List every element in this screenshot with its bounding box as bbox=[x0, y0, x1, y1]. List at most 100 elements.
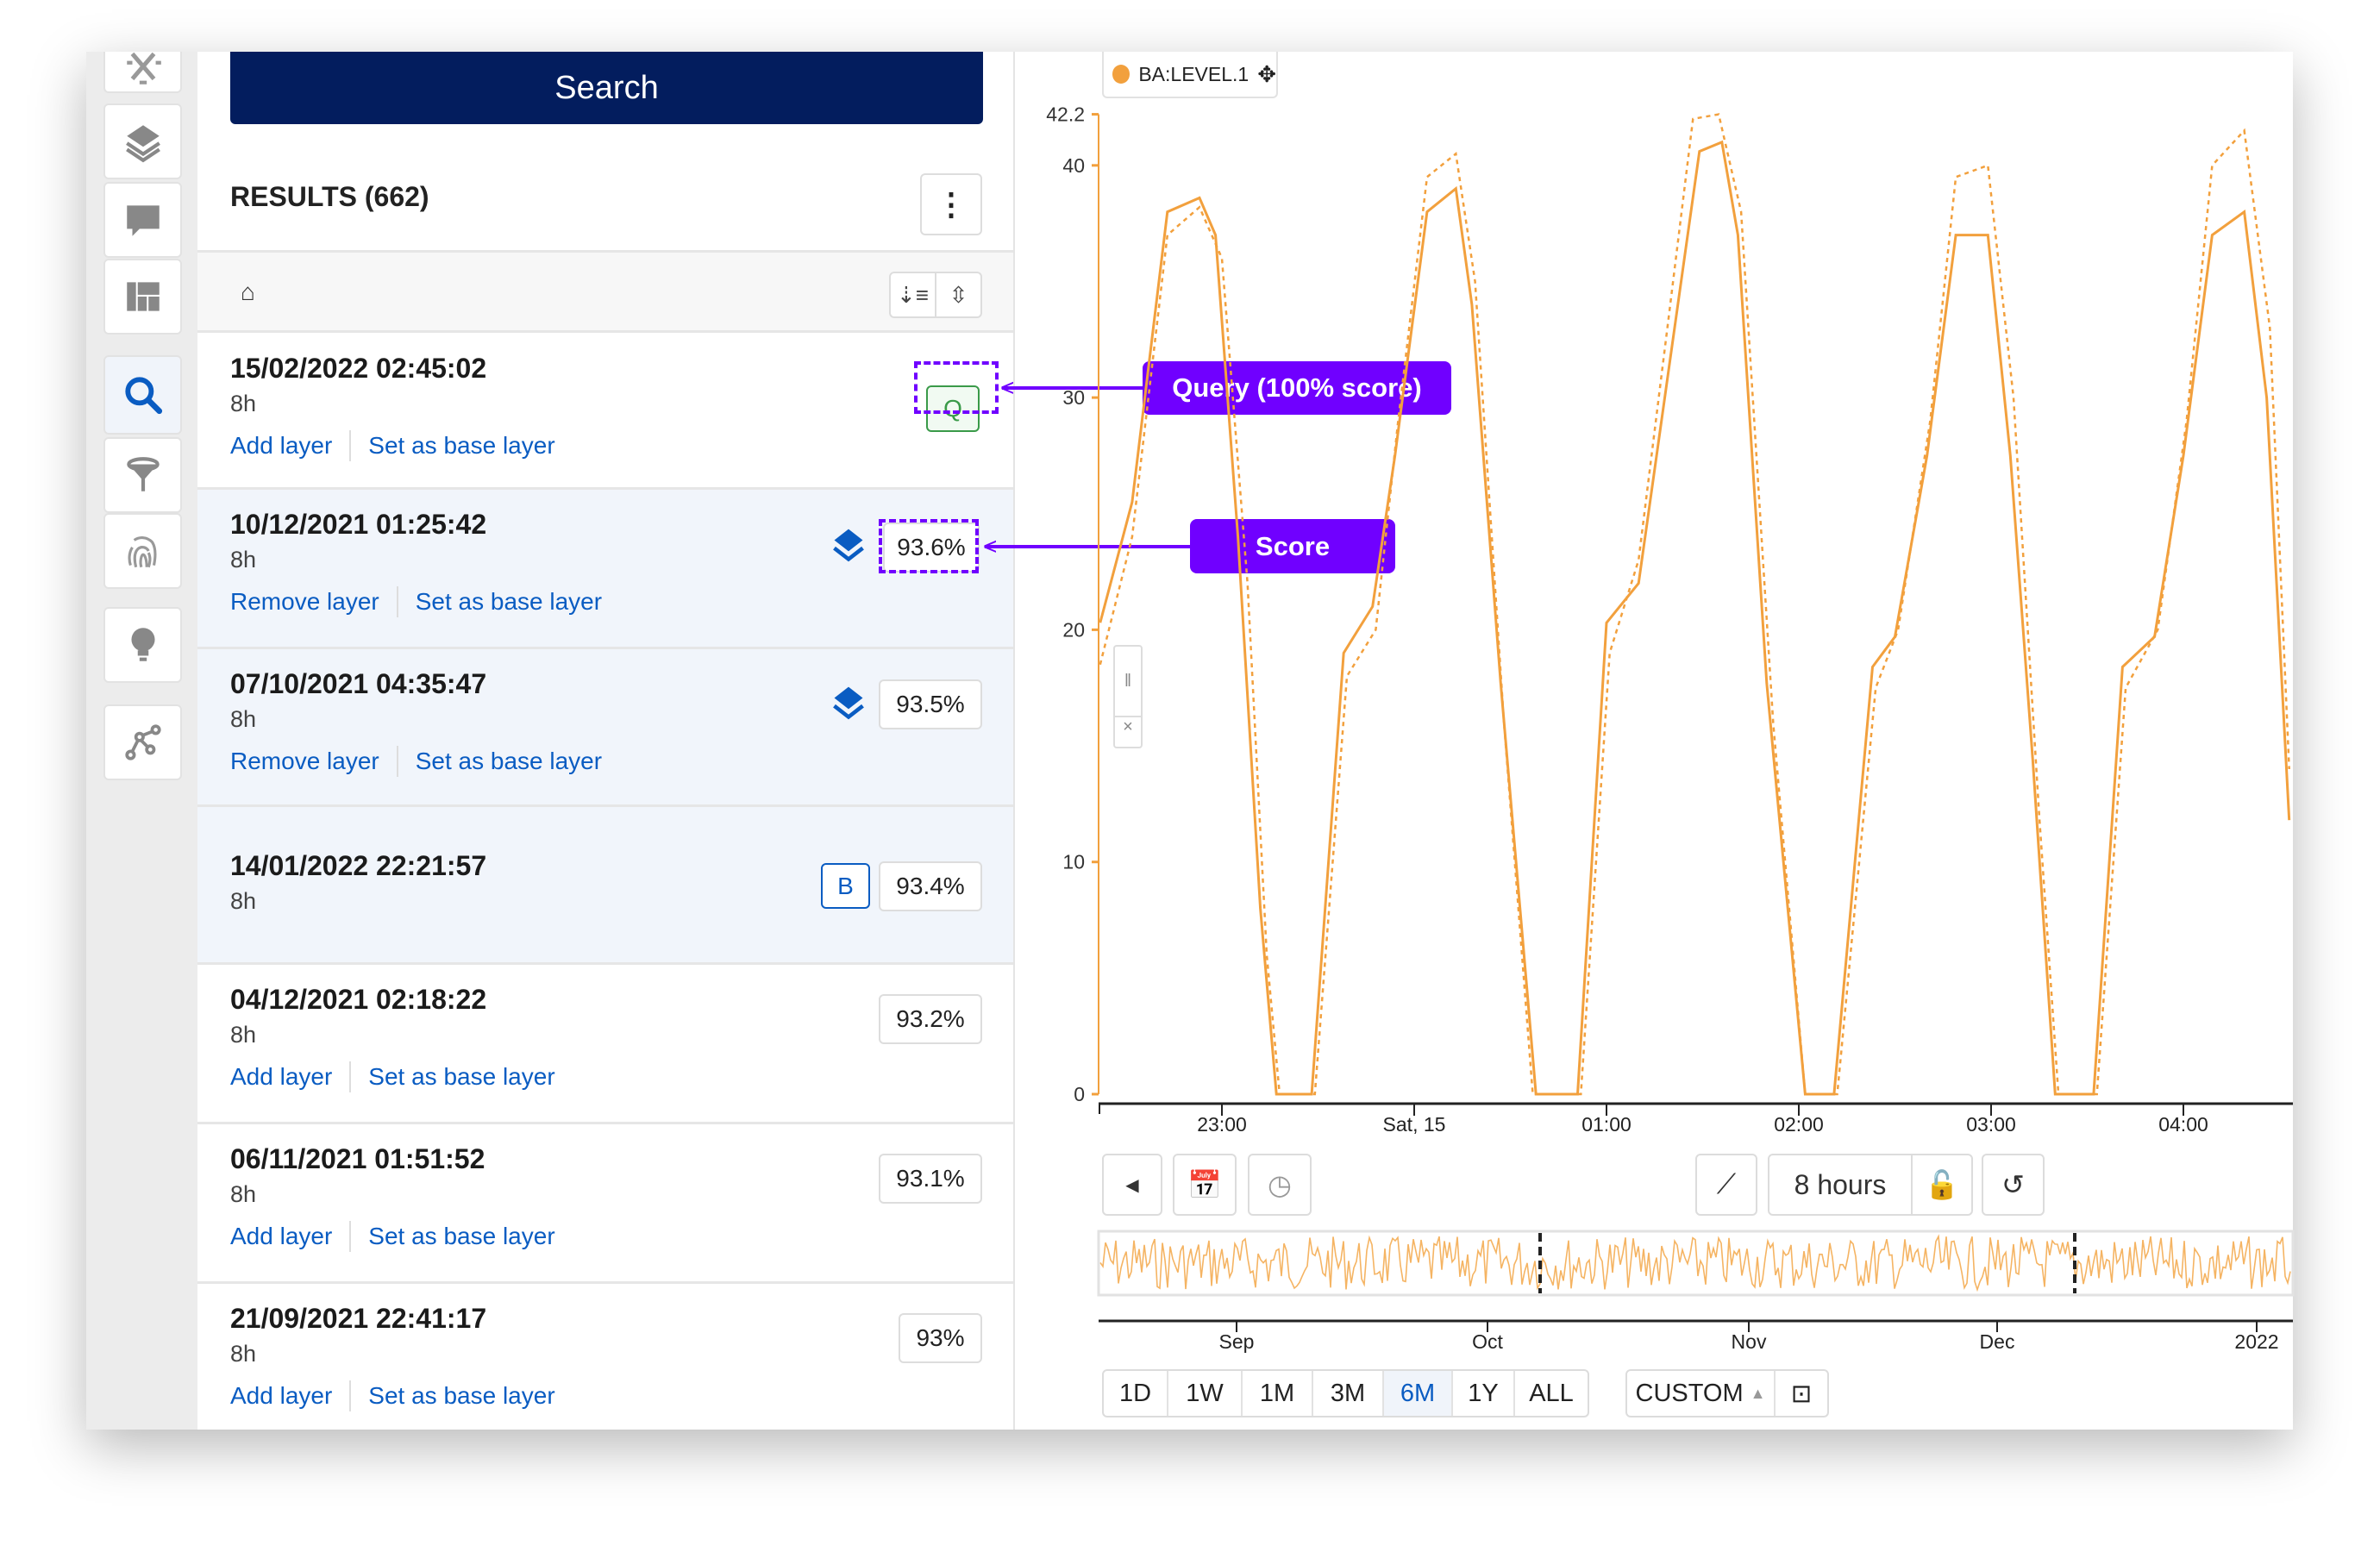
custom-label: CUSTOM bbox=[1635, 1379, 1744, 1407]
add-layer-link[interactable]: Add layer bbox=[230, 432, 333, 459]
calendar-button[interactable]: 📅 bbox=[1173, 1154, 1237, 1216]
result-date: 07/10/2021 04:35:47 bbox=[230, 668, 487, 699]
results-menu-button[interactable]: ⋮ bbox=[920, 173, 982, 235]
range-6m[interactable]: 6M bbox=[1384, 1371, 1453, 1416]
clock-icon: ◷ bbox=[1268, 1169, 1292, 1200]
sidebar-item-graph[interactable] bbox=[103, 704, 182, 780]
results-title: RESULTS (662) bbox=[230, 181, 429, 212]
layer-icon bbox=[833, 529, 864, 562]
add-layer-link[interactable]: Add layer bbox=[230, 1223, 333, 1249]
result-row[interactable]: 07/10/2021 04:35:47 8h Remove layer Set a… bbox=[197, 649, 1013, 807]
result-row[interactable]: 21/09/2021 22:41:17 8h Add layer Set as b… bbox=[197, 1284, 1013, 1430]
home-icon[interactable]: ⌂ bbox=[241, 278, 255, 305]
result-duration: 8h bbox=[230, 888, 257, 914]
range-1m[interactable]: 1M bbox=[1243, 1371, 1313, 1416]
arrowhead-icon: < bbox=[1000, 374, 1015, 401]
result-date: 04/12/2021 02:18:22 bbox=[230, 984, 487, 1015]
duration-value[interactable]: 8 hours bbox=[1794, 1168, 1887, 1200]
score-badge: 93.4% bbox=[879, 861, 982, 911]
sidebar-item-dashboard[interactable] bbox=[103, 259, 182, 335]
result-actions: Add layer Set as base layer bbox=[230, 1221, 555, 1252]
result-row[interactable]: 14/01/2022 22:21:57 8h B 93.4% bbox=[197, 807, 1013, 965]
back-button[interactable]: ◀ bbox=[1102, 1154, 1162, 1216]
legend-label: BA:LEVEL.1 bbox=[1138, 62, 1250, 85]
set-base-layer-link[interactable]: Set as base layer bbox=[368, 1382, 555, 1409]
series-color-dot bbox=[1112, 65, 1130, 84]
remove-layer-link[interactable]: Remove layer bbox=[230, 588, 379, 615]
duration-control[interactable]: 8 hours 🔓 bbox=[1768, 1154, 1973, 1216]
result-duration: 8h bbox=[230, 706, 257, 732]
range-1d[interactable]: 1D bbox=[1104, 1371, 1168, 1416]
move-icon[interactable]: ✥ bbox=[1257, 60, 1276, 87]
query-callout: Query (100% score) bbox=[1143, 361, 1451, 415]
sidebar-item-insights[interactable] bbox=[103, 607, 182, 683]
custom-range-button[interactable]: CUSTOM ▲ bbox=[1627, 1371, 1776, 1416]
history-button[interactable]: ↺ bbox=[1982, 1154, 2045, 1216]
result-row[interactable]: 10/12/2021 01:25:42 8h Remove layer Set a… bbox=[197, 490, 1013, 649]
fit-icon[interactable]: ⊡ bbox=[1790, 1380, 1813, 1408]
calendar-icon: 📅 bbox=[1187, 1169, 1222, 1200]
sidebar-item-filter[interactable] bbox=[103, 437, 182, 513]
query-highlight bbox=[914, 361, 999, 414]
range-all[interactable]: ALL bbox=[1529, 1379, 1574, 1407]
results-toolbar: ⌂ ⇣≡ ⇳ bbox=[197, 250, 1013, 333]
sidebar-item-layers[interactable] bbox=[103, 103, 182, 179]
layers-icon bbox=[125, 125, 160, 163]
comment-icon bbox=[126, 205, 160, 236]
set-base-layer-link[interactable]: Set as base layer bbox=[415, 748, 603, 774]
sidebar-item-tools[interactable] bbox=[103, 52, 182, 93]
caret-left-icon: ◀ bbox=[1125, 1175, 1139, 1195]
score-badge: 93% bbox=[899, 1313, 982, 1363]
range-3m[interactable]: 3M bbox=[1313, 1371, 1384, 1416]
lock-icon[interactable]: 🔓 bbox=[1911, 1155, 1971, 1214]
set-base-layer-link[interactable]: Set as base layer bbox=[368, 1063, 555, 1090]
set-base-layer-link[interactable]: Set as base layer bbox=[415, 588, 603, 615]
sort-icon[interactable]: ⇣≡ bbox=[897, 281, 929, 308]
graph-icon bbox=[124, 724, 161, 760]
score-badge: 93.1% bbox=[879, 1154, 982, 1204]
app-window: Search RESULTS (662) ⋮ ⌂ ⇣≡ ⇳ 15/02/2022… bbox=[86, 52, 2293, 1430]
result-duration: 8h bbox=[230, 391, 257, 416]
remove-layer-link[interactable]: Remove layer bbox=[230, 748, 379, 774]
search-button[interactable]: Search bbox=[230, 52, 983, 124]
range-1y[interactable]: 1Y bbox=[1453, 1371, 1515, 1416]
result-actions: Add layer Set as base layer bbox=[230, 1061, 555, 1092]
query-arrow bbox=[1002, 386, 1144, 390]
result-row[interactable]: 06/11/2021 01:51:52 8h Add layer Set as b… bbox=[197, 1124, 1013, 1284]
query-badge: Q bbox=[926, 385, 980, 432]
result-duration: 8h bbox=[230, 1022, 257, 1048]
layer-icon bbox=[833, 686, 864, 720]
sidebar bbox=[86, 52, 197, 1430]
score-highlight bbox=[879, 519, 979, 573]
chart-type-button[interactable]: ⟋ bbox=[1695, 1154, 1757, 1216]
add-layer-link[interactable]: Add layer bbox=[230, 1382, 333, 1409]
result-date: 21/09/2021 22:41:17 bbox=[230, 1303, 487, 1334]
dashboard-icon bbox=[126, 282, 160, 311]
result-actions: Add layer Set as base layer bbox=[230, 430, 555, 461]
search-icon bbox=[124, 377, 162, 415]
range-1w[interactable]: 1W bbox=[1168, 1371, 1243, 1416]
base-layer-badge: B bbox=[821, 863, 870, 909]
clock-button[interactable]: ◷ bbox=[1248, 1154, 1312, 1216]
score-callout: Score bbox=[1190, 519, 1395, 573]
arrowhead-icon: < bbox=[983, 533, 998, 560]
sidebar-item-fingerprint[interactable] bbox=[103, 513, 182, 589]
result-date: 15/02/2022 02:45:02 bbox=[230, 353, 487, 384]
set-base-layer-link[interactable]: Set as base layer bbox=[368, 1223, 555, 1249]
result-date: 14/01/2022 22:21:57 bbox=[230, 850, 487, 881]
sidebar-item-search[interactable] bbox=[103, 355, 182, 435]
custom-range: CUSTOM ▲ ⊡ bbox=[1625, 1369, 1829, 1417]
chart-legend[interactable]: BA:LEVEL.1 ✥ bbox=[1102, 52, 1278, 98]
collapse-icon[interactable]: ⇳ bbox=[935, 273, 980, 316]
sidebar-item-comments[interactable] bbox=[103, 182, 182, 258]
result-duration: 8h bbox=[230, 547, 257, 573]
filter-icon bbox=[126, 457, 160, 491]
step-chart-icon: ⟋ bbox=[1716, 1168, 1737, 1199]
range-selector: 1D 1W 1M 3M 6M 1Y ALL bbox=[1102, 1369, 1589, 1417]
result-row[interactable]: 04/12/2021 02:18:22 8h Add layer Set as b… bbox=[197, 965, 1013, 1124]
add-layer-link[interactable]: Add layer bbox=[230, 1063, 333, 1090]
result-actions: Remove layer Set as base layer bbox=[230, 746, 602, 777]
panel-resize-handle[interactable]: ‖ × bbox=[1113, 645, 1143, 748]
result-row[interactable]: 15/02/2022 02:45:02 8h Add layer Set as b… bbox=[197, 334, 1013, 490]
set-base-layer-link[interactable]: Set as base layer bbox=[368, 432, 555, 459]
